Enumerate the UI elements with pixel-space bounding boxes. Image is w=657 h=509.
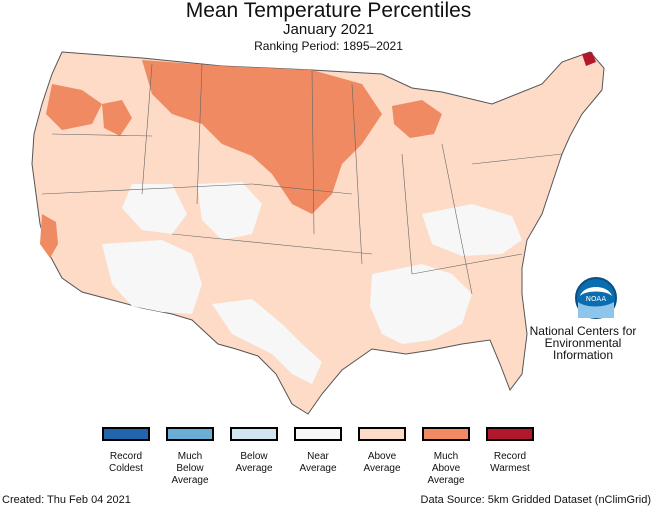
legend-label-above-average: Above Average — [363, 451, 401, 474]
organization-name: National Centers for Environmental Infor… — [528, 325, 638, 361]
legend: Record Coldest Much Below Average Below … — [70, 427, 590, 497]
legend-swatch-record-warmest — [486, 427, 534, 441]
wave-shape — [578, 302, 614, 318]
near-average-southeast — [370, 264, 472, 344]
legend-swatch-record-coldest — [102, 427, 150, 441]
record-warmest-maine — [582, 52, 596, 66]
organization-line-1: National Centers for — [529, 324, 637, 338]
near-average-mid-atlantic — [422, 204, 522, 256]
legend-swatch-above-average — [358, 427, 406, 441]
map-title: Mean Temperature Percentiles — [185, 0, 472, 22]
legend-label-record-warmest: Record Warmest — [490, 451, 530, 474]
legend-label-record-coldest: Record Coldest — [109, 451, 143, 474]
much-above-average-idaho — [102, 100, 132, 136]
logo-text: NOAA — [586, 295, 607, 303]
organization-line-2: Environmental — [544, 336, 622, 350]
map-subtitle: January 2021 — [283, 21, 374, 38]
noaa-logo: NOAA — [575, 277, 617, 319]
legend-label-much-below-average: Much Below Average — [171, 451, 209, 486]
near-average-southwest — [102, 240, 202, 314]
legend-label-much-above-average: Much Above Average — [427, 451, 465, 486]
organization-line-3: Information — [552, 348, 614, 362]
us-temperature-map — [31, 51, 605, 415]
much-above-average-northern-plains — [142, 60, 382, 214]
state-boundaries — [41, 63, 563, 295]
legend-label-near-average: Near Average — [299, 451, 337, 474]
data-source: Data Source: 5km Gridded Dataset (nClimG… — [420, 494, 651, 506]
legend-swatch-much-above-average — [422, 427, 470, 441]
bird-shape — [580, 287, 612, 296]
near-average-texas — [212, 299, 322, 384]
legend-swatch-near-average — [294, 427, 342, 441]
near-average-great-basin — [122, 184, 187, 234]
much-above-average-great-lakes — [392, 100, 442, 138]
legend-swatch-below-average — [230, 427, 278, 441]
legend-label-below-average: Below Average — [235, 451, 273, 474]
much-above-average-california — [40, 214, 58, 258]
created-date: Created: Thu Feb 04 2021 — [2, 494, 131, 506]
much-above-average-pacific-northwest — [46, 84, 102, 130]
ranking-period: Ranking Period: 1895–2021 — [254, 39, 403, 53]
near-average-colorado — [197, 182, 262, 240]
legend-swatch-much-below-average — [166, 427, 214, 441]
